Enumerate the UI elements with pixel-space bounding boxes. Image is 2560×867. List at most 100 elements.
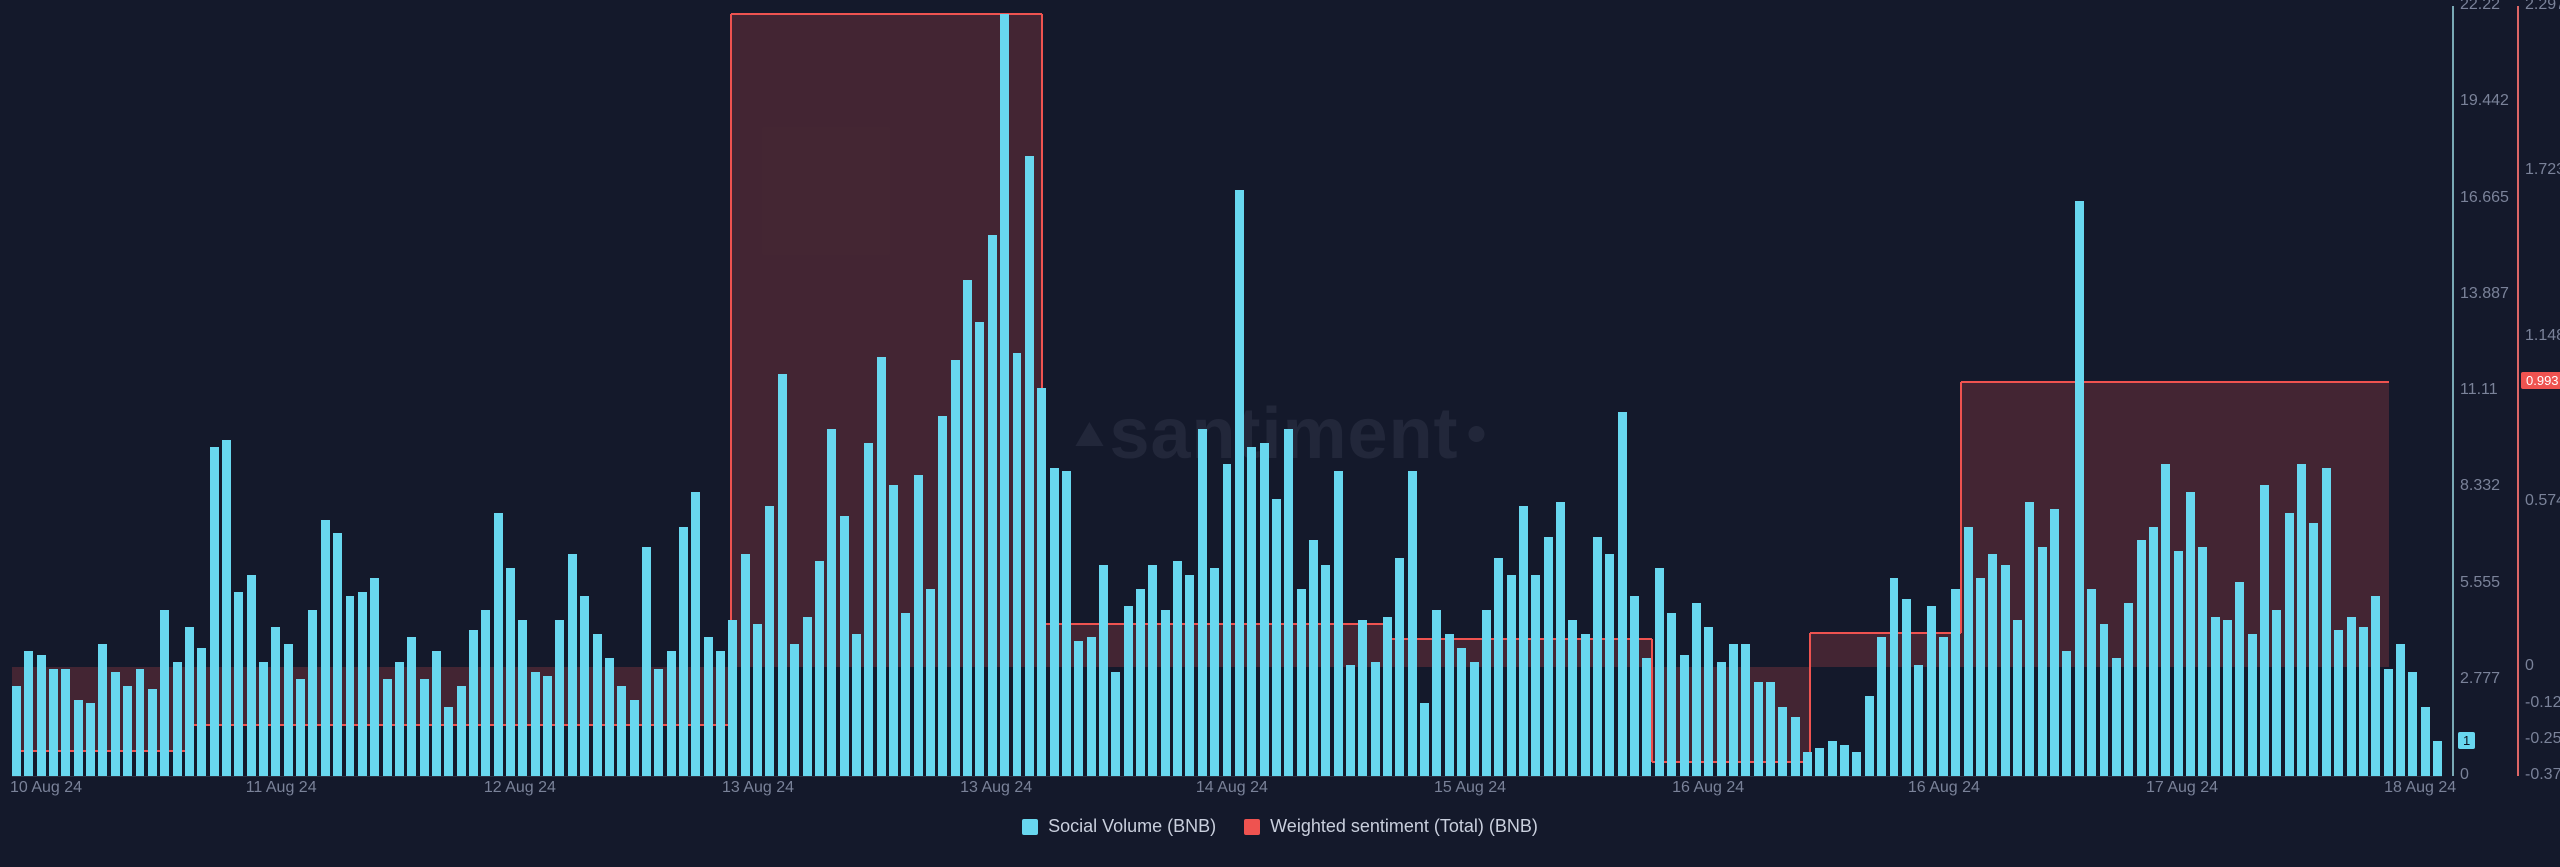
- volume-bar: [1865, 696, 1874, 776]
- x-tick-label: 11 Aug 24: [246, 779, 317, 797]
- volume-bar: [716, 651, 725, 776]
- volume-bar: [1445, 634, 1454, 776]
- x-tick-label: 13 Aug 24: [722, 779, 794, 797]
- x-tick-label: 17 Aug 24: [2146, 779, 2218, 797]
- volume-bar: [2001, 565, 2010, 776]
- y2-tick-label: 1.148: [2525, 327, 2560, 345]
- volume-bar: [580, 596, 589, 776]
- volume-bar: [24, 651, 33, 776]
- volume-bar: [1173, 561, 1182, 776]
- volume-bar: [1334, 471, 1343, 776]
- volume-bar: [864, 443, 873, 776]
- volume-bar: [1890, 578, 1899, 776]
- volume-bar: [1519, 506, 1528, 776]
- volume-bar: [1630, 596, 1639, 776]
- y1-tick-label: 16.665: [2460, 189, 2509, 207]
- volume-bar: [1136, 589, 1145, 776]
- volume-bar: [2124, 603, 2133, 776]
- volume-bar: [1346, 665, 1355, 776]
- volume-bar: [1358, 620, 1367, 776]
- volume-bar: [185, 627, 194, 776]
- legend-item[interactable]: Weighted sentiment (Total) (BNB): [1244, 816, 1538, 837]
- volume-bar: [358, 592, 367, 776]
- x-axis: 10 Aug 2411 Aug 2412 Aug 2413 Aug 2413 A…: [12, 776, 2442, 777]
- volume-bar: [383, 679, 392, 776]
- volume-bar: [1815, 748, 1824, 776]
- volume-bar: [2309, 523, 2318, 776]
- volume-bar: [37, 655, 46, 776]
- volume-bar: [2087, 589, 2096, 776]
- volume-bar: [222, 440, 231, 776]
- volume-bar: [98, 644, 107, 776]
- volume-bar: [815, 561, 824, 776]
- volume-bar: [1037, 388, 1046, 776]
- sentiment-step-line: [731, 13, 1042, 15]
- volume-bar: [1025, 156, 1034, 776]
- volume-bar: [1420, 703, 1429, 776]
- y1-tick-label: 8.332: [2460, 477, 2500, 495]
- legend-label: Social Volume (BNB): [1048, 816, 1216, 837]
- volume-bar: [1050, 468, 1059, 776]
- volume-bar: [778, 374, 787, 776]
- volume-bar: [1470, 662, 1479, 776]
- volume-bar: [1717, 662, 1726, 776]
- volume-bar: [136, 669, 145, 776]
- volume-bar: [1507, 575, 1516, 776]
- volume-bar: [1667, 613, 1676, 776]
- volume-bar: [1408, 471, 1417, 776]
- volume-bar: [1223, 464, 1232, 776]
- volume-bar: [2285, 513, 2294, 776]
- volume-bar: [1432, 610, 1441, 776]
- volume-bar: [691, 492, 700, 776]
- volume-bar: [1482, 610, 1491, 776]
- volume-bar: [407, 637, 416, 776]
- volume-bar: [420, 679, 429, 776]
- y1-tick-label: 2.777: [2460, 670, 2500, 688]
- volume-bar: [840, 516, 849, 776]
- volume-bar: [889, 485, 898, 776]
- legend-swatch: [1022, 819, 1038, 835]
- y1-current-badge: 1: [2458, 732, 2475, 749]
- volume-bar: [790, 644, 799, 776]
- volume-bar: [988, 235, 997, 776]
- volume-bar: [2112, 658, 2121, 776]
- volume-bar: [1161, 610, 1170, 776]
- volume-bar: [543, 676, 552, 776]
- volume-bar: [333, 533, 342, 776]
- y1-tick-label: 13.887: [2460, 285, 2509, 303]
- volume-bar: [593, 634, 602, 776]
- volume-bar: [975, 322, 984, 776]
- volume-bar: [642, 547, 651, 776]
- volume-bar: [1791, 717, 1800, 776]
- volume-bar: [2174, 551, 2183, 776]
- volume-bar: [49, 669, 58, 776]
- volume-bar: [938, 416, 947, 776]
- volume-bar: [1902, 599, 1911, 776]
- volume-bar: [1062, 471, 1071, 776]
- volume-bar: [2211, 617, 2220, 776]
- y2-tick-label: 2.297: [2525, 0, 2560, 14]
- volume-bar: [2223, 620, 2232, 776]
- volume-bar: [568, 554, 577, 776]
- volume-bar: [1383, 617, 1392, 776]
- volume-bar: [1927, 606, 1936, 776]
- y2-tick-label: 0: [2525, 657, 2534, 675]
- volume-bar: [617, 686, 626, 776]
- x-tick-label: 13 Aug 24: [960, 779, 1032, 797]
- volume-bar: [494, 513, 503, 776]
- volume-bar: [555, 620, 564, 776]
- volume-bar: [1618, 412, 1627, 776]
- volume-bar: [321, 520, 330, 776]
- volume-bar: [1321, 565, 1330, 776]
- volume-bar: [1976, 578, 1985, 776]
- volume-bar: [1828, 741, 1837, 776]
- volume-bar: [1297, 589, 1306, 776]
- volume-bar: [296, 679, 305, 776]
- volume-bar: [395, 662, 404, 776]
- legend-item[interactable]: Social Volume (BNB): [1022, 816, 1216, 837]
- y1-tick-label: 22.22: [2460, 0, 2500, 14]
- volume-bar: [247, 575, 256, 776]
- volume-bar: [926, 589, 935, 776]
- volume-bar: [210, 447, 219, 776]
- volume-bar: [2384, 669, 2393, 776]
